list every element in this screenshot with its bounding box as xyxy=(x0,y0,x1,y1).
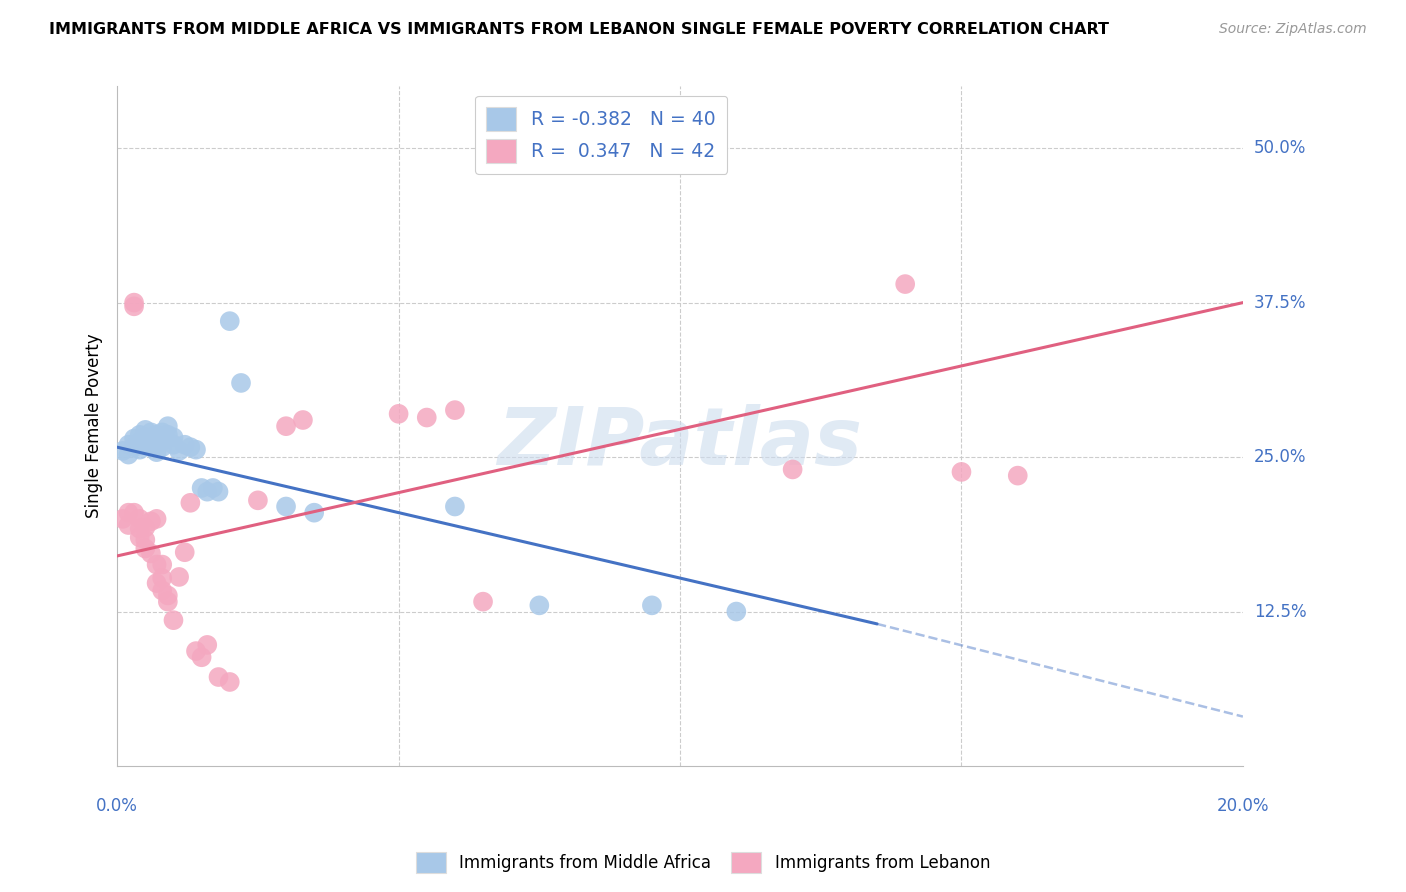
Point xyxy=(145,427,167,442)
Point xyxy=(134,430,156,444)
Point xyxy=(167,570,190,584)
Point xyxy=(122,432,145,446)
Point xyxy=(122,440,145,454)
Point xyxy=(145,512,167,526)
Point xyxy=(139,546,162,560)
Point xyxy=(150,571,173,585)
Point xyxy=(139,425,162,440)
Point xyxy=(128,427,150,442)
Point xyxy=(173,438,195,452)
Point xyxy=(134,438,156,452)
Point xyxy=(229,376,252,390)
Point xyxy=(111,443,134,458)
Point xyxy=(145,445,167,459)
Point xyxy=(190,481,212,495)
Text: 0.0%: 0.0% xyxy=(96,797,138,814)
Point xyxy=(145,438,167,452)
Point xyxy=(179,440,201,454)
Point xyxy=(145,558,167,572)
Point xyxy=(444,500,467,514)
Text: ZIPatlas: ZIPatlas xyxy=(498,404,862,483)
Point xyxy=(117,448,139,462)
Point xyxy=(184,644,207,658)
Point xyxy=(782,462,804,476)
Point xyxy=(150,440,173,454)
Point xyxy=(111,512,134,526)
Point xyxy=(162,430,184,444)
Point xyxy=(167,443,190,458)
Point xyxy=(128,522,150,536)
Point xyxy=(117,438,139,452)
Point xyxy=(145,576,167,591)
Point xyxy=(134,423,156,437)
Point xyxy=(156,427,179,442)
Text: 20.0%: 20.0% xyxy=(1216,797,1270,814)
Point xyxy=(139,434,162,448)
Point xyxy=(134,541,156,556)
Point xyxy=(472,595,495,609)
Point xyxy=(725,605,748,619)
Point xyxy=(150,583,173,598)
Point xyxy=(388,407,411,421)
Point xyxy=(291,413,314,427)
Point xyxy=(274,419,297,434)
Point xyxy=(894,277,917,291)
Point xyxy=(207,670,229,684)
Point xyxy=(162,613,184,627)
Point xyxy=(641,599,664,613)
Point xyxy=(134,533,156,547)
Legend: Immigrants from Middle Africa, Immigrants from Lebanon: Immigrants from Middle Africa, Immigrant… xyxy=(409,846,997,880)
Point xyxy=(246,493,269,508)
Point xyxy=(122,299,145,313)
Text: 50.0%: 50.0% xyxy=(1254,139,1306,157)
Point xyxy=(195,638,218,652)
Point xyxy=(207,484,229,499)
Point xyxy=(190,650,212,665)
Point xyxy=(218,675,240,690)
Point xyxy=(195,484,218,499)
Point xyxy=(122,506,145,520)
Point xyxy=(156,419,179,434)
Point xyxy=(128,442,150,457)
Point xyxy=(201,481,224,495)
Point xyxy=(529,599,551,613)
Point xyxy=(274,500,297,514)
Point xyxy=(150,434,173,448)
Point xyxy=(156,589,179,603)
Point xyxy=(156,595,179,609)
Point xyxy=(184,442,207,457)
Point xyxy=(1007,468,1029,483)
Point xyxy=(302,506,325,520)
Point xyxy=(117,506,139,520)
Point xyxy=(134,520,156,534)
Point xyxy=(179,496,201,510)
Point xyxy=(117,518,139,533)
Point xyxy=(128,530,150,544)
Point xyxy=(162,438,184,452)
Point xyxy=(173,545,195,559)
Point xyxy=(416,410,439,425)
Point xyxy=(122,295,145,310)
Point xyxy=(950,465,973,479)
Point xyxy=(150,558,173,572)
Point xyxy=(444,403,467,417)
Text: 37.5%: 37.5% xyxy=(1254,293,1306,311)
Legend: R = -0.382   N = 40, R =  0.347   N = 42: R = -0.382 N = 40, R = 0.347 N = 42 xyxy=(475,95,727,174)
Text: 25.0%: 25.0% xyxy=(1254,448,1306,467)
Point xyxy=(218,314,240,328)
Text: 12.5%: 12.5% xyxy=(1254,602,1306,621)
Point xyxy=(128,512,150,526)
Point xyxy=(139,440,162,454)
Y-axis label: Single Female Poverty: Single Female Poverty xyxy=(86,334,103,518)
Text: IMMIGRANTS FROM MIDDLE AFRICA VS IMMIGRANTS FROM LEBANON SINGLE FEMALE POVERTY C: IMMIGRANTS FROM MIDDLE AFRICA VS IMMIGRA… xyxy=(49,22,1109,37)
Point xyxy=(139,514,162,528)
Text: Source: ZipAtlas.com: Source: ZipAtlas.com xyxy=(1219,22,1367,37)
Point xyxy=(150,425,173,440)
Point xyxy=(128,435,150,450)
